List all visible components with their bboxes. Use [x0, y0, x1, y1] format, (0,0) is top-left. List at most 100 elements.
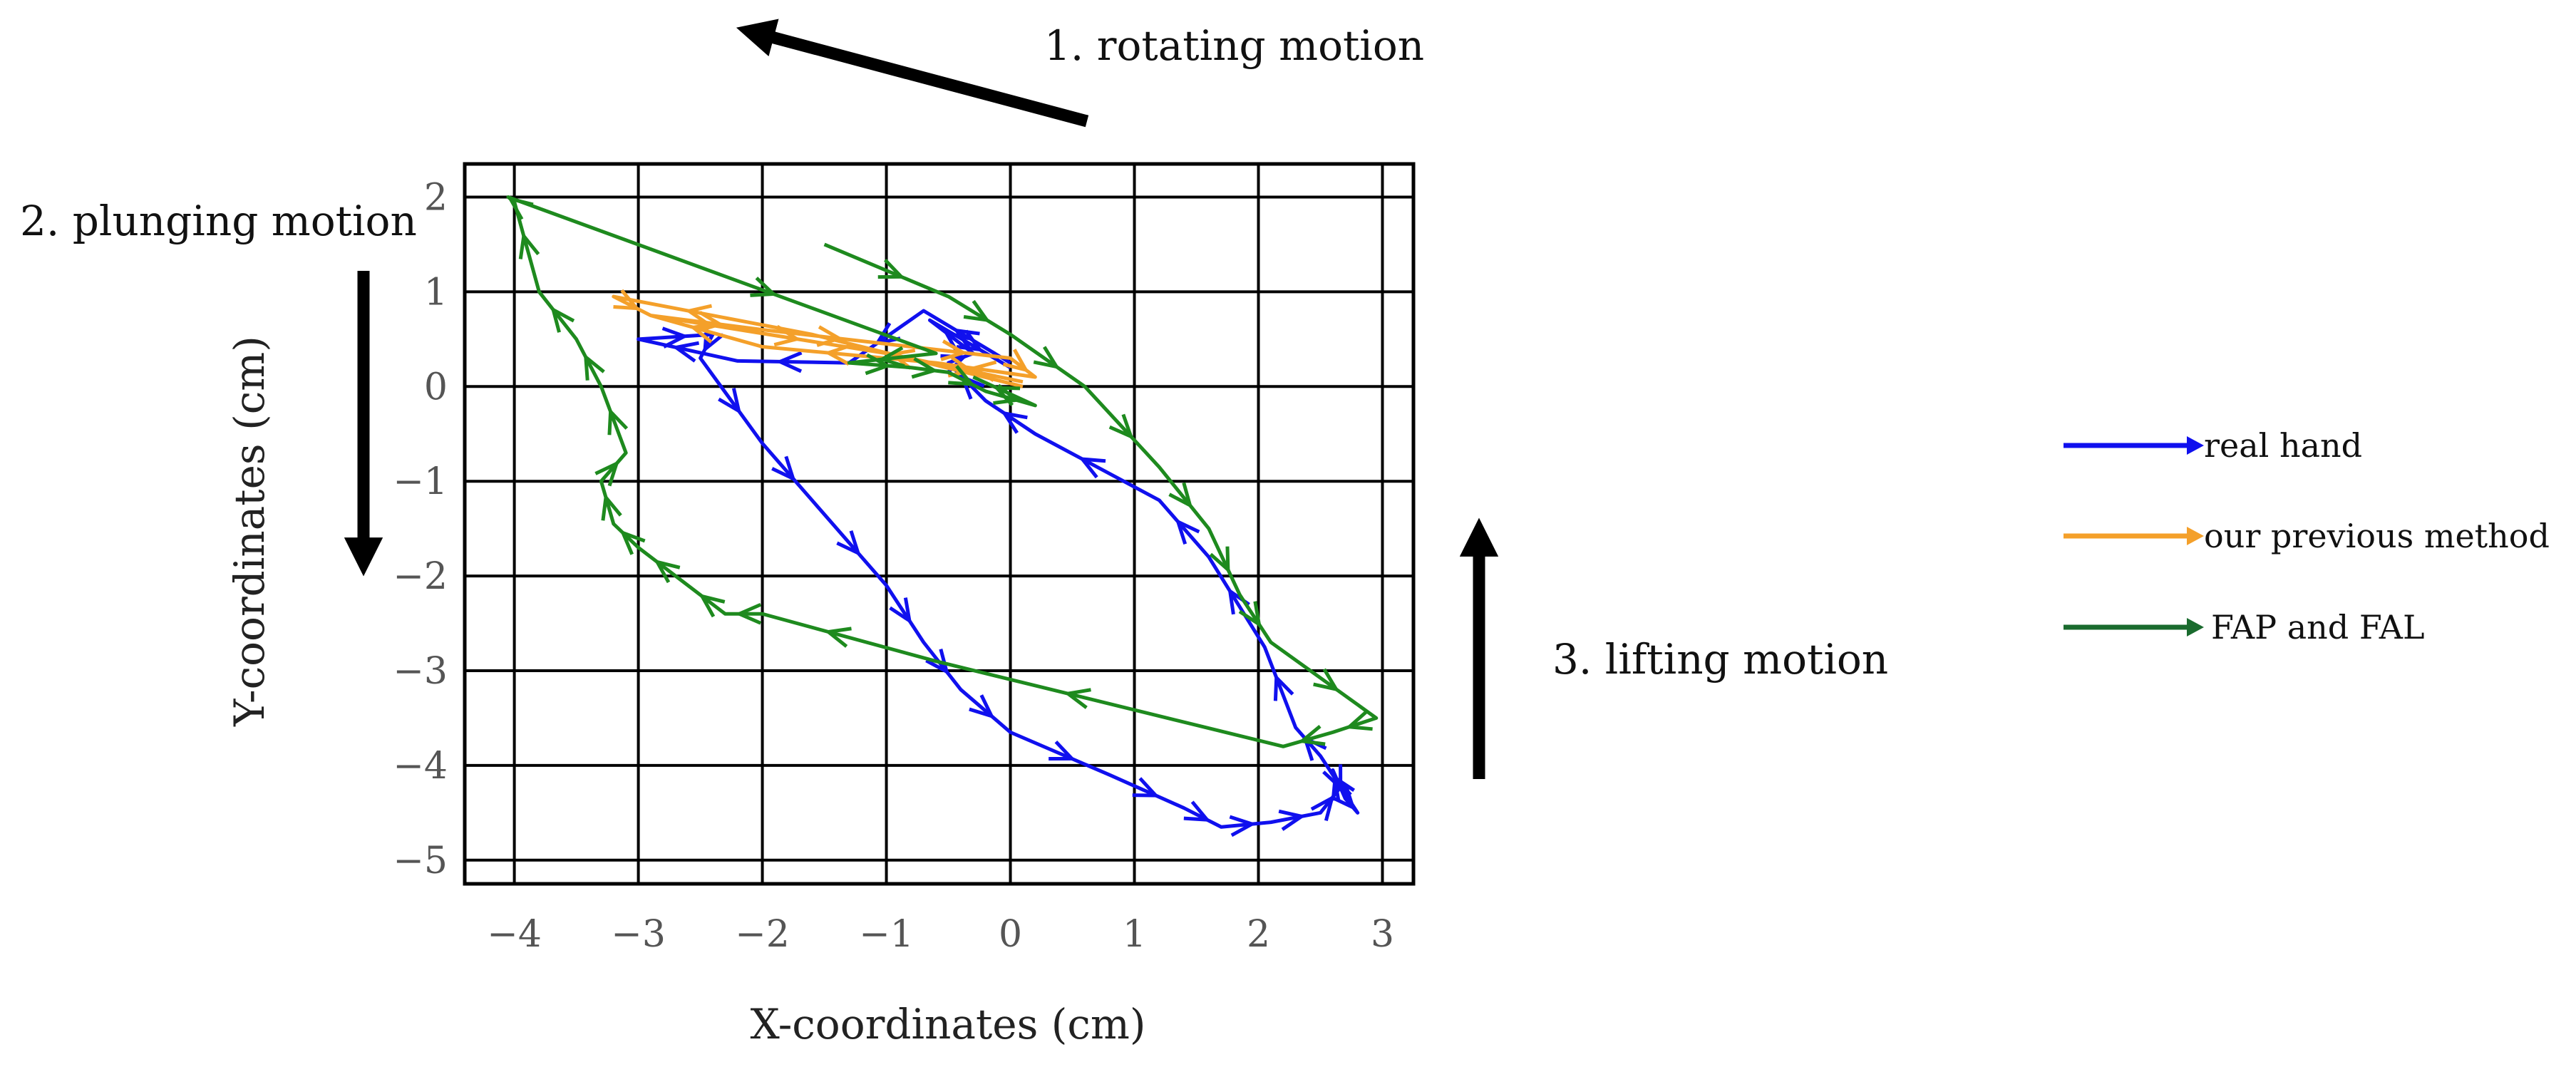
data-point-arrow — [948, 365, 976, 386]
data-point-arrow — [671, 341, 700, 363]
x-tick-label: −3 — [611, 913, 666, 956]
y-tick-label: 1 — [424, 271, 448, 314]
data-point-arrow — [911, 357, 939, 379]
rotating-motion-arrow — [736, 19, 1089, 128]
data-point-arrow — [952, 328, 980, 351]
data-point-arrow — [507, 196, 534, 220]
plunging-motion-label: 2. plunging motion — [20, 197, 417, 245]
data-point-arrow — [1132, 777, 1160, 798]
data-point-arrow — [583, 353, 605, 381]
data-point-arrow — [877, 346, 905, 368]
data-point-arrow — [734, 602, 762, 625]
data-point-arrow — [940, 339, 968, 361]
x-tick-label: −2 — [735, 913, 790, 956]
data-point-arrow — [1183, 800, 1212, 823]
x-tick-label: 0 — [999, 913, 1022, 956]
data-point-arrow — [1331, 773, 1356, 801]
data-point-arrow — [1175, 518, 1200, 545]
legend-label-real-hand: real hand — [2204, 426, 2362, 465]
y-axis-label: Y-coordinates (cm) — [225, 336, 274, 727]
y-tick-label: −2 — [393, 555, 448, 598]
legend-label-fap-fal: FAP and FAL — [2211, 608, 2425, 646]
x-tick-label: 2 — [1247, 913, 1270, 956]
y-tick-label: −3 — [393, 650, 448, 693]
legend-arrowhead-previous-method — [2187, 527, 2204, 545]
data-point-arrow — [594, 460, 620, 487]
lifting-motion-annotation: 3. lifting motion — [1459, 517, 1888, 779]
series-line — [612, 294, 1037, 388]
legend-arrowhead-fap-fal — [2187, 618, 2204, 636]
plot-frame — [463, 162, 1416, 886]
y-tick-label: −1 — [393, 460, 448, 503]
data-point-arrow — [703, 326, 725, 354]
data-point-arrow — [518, 232, 540, 259]
series-line — [506, 195, 1379, 748]
data-point-arrow — [750, 277, 778, 297]
data-point-arrow — [1273, 673, 1294, 701]
axis-ticks: −4 −3 −2 −1 0 1 2 3 2 1 0 −1 −2 −3 −4 −5 — [393, 177, 1394, 956]
y-tick-label: −4 — [393, 745, 448, 788]
data-point-arrow — [1345, 710, 1373, 731]
data-point-arrow — [1000, 411, 1028, 434]
data-point-arrow — [607, 407, 629, 435]
data-point-arrow — [619, 530, 646, 555]
data-point-arrow — [1331, 784, 1356, 811]
data-point-arrow — [661, 326, 689, 349]
data-point-arrow — [1229, 815, 1257, 837]
data-point-arrow — [969, 360, 997, 382]
data-point-arrow — [689, 322, 717, 344]
data-point-arrow — [1063, 688, 1091, 709]
data-point-arrow — [718, 388, 742, 415]
legend-item-fap-fal: FAP and FAL — [2064, 608, 2425, 646]
x-tick-label: 1 — [1123, 913, 1146, 956]
data-point-arrow — [1209, 546, 1230, 574]
lifting-motion-label: 3. lifting motion — [1552, 635, 1888, 684]
data-point-arrow — [836, 530, 862, 557]
data-point-arrow — [925, 649, 949, 676]
series-2 — [506, 195, 1379, 748]
x-axis-label: X-coordinates (cm) — [750, 1000, 1145, 1048]
data-point-arrow — [699, 593, 726, 618]
data-point-arrow — [773, 324, 802, 347]
data-point-arrow — [956, 329, 984, 352]
rotating-motion-label: 1. rotating motion — [1044, 21, 1424, 70]
data-point-arrow — [992, 386, 1021, 407]
data-point-arrow — [1078, 457, 1106, 479]
x-tick-label: −4 — [487, 913, 542, 956]
y-tick-label: 2 — [424, 177, 448, 220]
data-point-arrow — [613, 289, 641, 311]
rotating-motion-annotation: 1. rotating motion — [736, 19, 1424, 128]
plot-series — [506, 195, 1379, 837]
data-point-arrow — [1002, 349, 1030, 373]
data-point-arrow — [1297, 725, 1326, 746]
y-tick-label: −5 — [393, 840, 448, 882]
data-point-arrow — [1108, 413, 1134, 440]
data-point-arrow — [1033, 346, 1061, 370]
data-point-arrow — [775, 351, 803, 373]
data-point-arrow — [963, 299, 991, 323]
data-point-arrow — [550, 306, 575, 333]
plot-grid — [463, 162, 1416, 886]
data-point-arrow — [1049, 740, 1076, 761]
data-point-arrow — [889, 597, 912, 625]
data-point-arrow — [696, 311, 725, 333]
data-point-arrow — [865, 353, 892, 376]
legend-item-real-hand: real hand — [2064, 426, 2362, 465]
data-point-arrow — [1238, 601, 1262, 629]
data-point-arrow — [1278, 809, 1307, 831]
data-point-arrow — [816, 325, 844, 347]
data-point-arrow — [877, 258, 906, 279]
legend: real hand our previous method FAP and FA… — [2064, 426, 2550, 646]
data-point-arrow — [1168, 482, 1193, 509]
x-tick-label: −1 — [859, 913, 914, 956]
data-point-arrow — [824, 627, 852, 648]
data-point-arrow — [959, 373, 985, 400]
x-tick-label: 3 — [1371, 913, 1394, 956]
legend-label-previous-method: our previous method — [2204, 517, 2550, 555]
data-point-arrow — [823, 344, 851, 366]
data-point-arrow — [993, 383, 1021, 406]
data-point-arrow — [1322, 764, 1343, 793]
legend-arrowhead-real-hand — [2187, 436, 2204, 455]
legend-item-previous-method: our previous method — [2064, 517, 2550, 555]
